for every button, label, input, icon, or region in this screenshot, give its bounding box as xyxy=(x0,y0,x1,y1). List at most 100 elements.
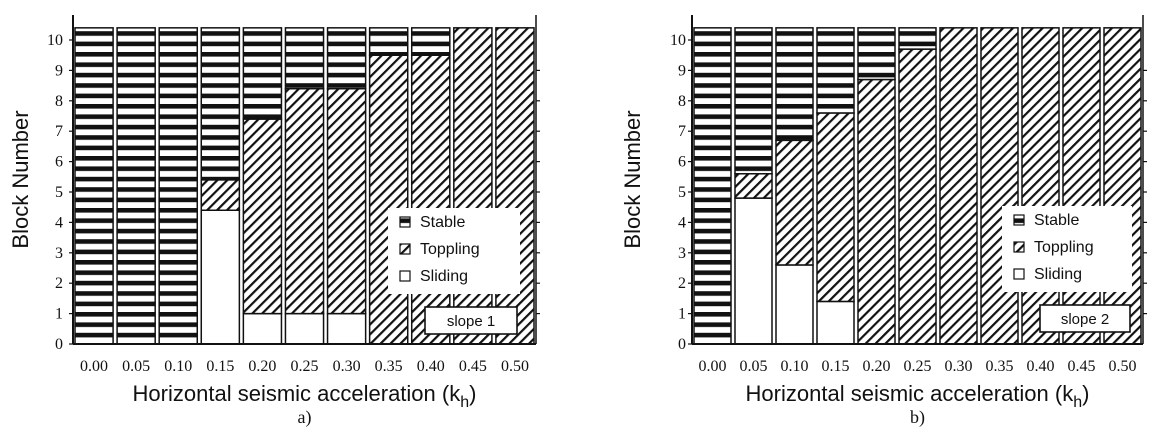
y-tick-label: 6 xyxy=(55,154,63,171)
bar-0.40 xyxy=(1021,27,1060,345)
y-tick-label: 8 xyxy=(55,93,63,110)
x-axis-title-main: Horizontal seismic acceleration (k xyxy=(133,381,462,406)
legend: Stable Toppling Sliding xyxy=(388,208,520,294)
x-tick-label: 0.25 xyxy=(904,358,932,375)
toppling-segment xyxy=(734,173,773,199)
bar-0.05 xyxy=(116,27,156,345)
x-tick-label: 0.05 xyxy=(122,358,150,375)
x-axis-title: Horizontal seismic acceleration (kh) xyxy=(133,381,477,411)
x-axis-title-subscript: h xyxy=(1073,394,1082,411)
chart-panel-b: 0 1 2 3 4 5 6 7 8 9 10 0.00 0.05 0.10 0.15 0.20 0.25 0.30… xyxy=(620,15,1147,428)
bar-0.45 xyxy=(453,27,493,345)
x-tick-label: 0.50 xyxy=(1109,358,1137,375)
sliding-segment xyxy=(734,197,773,345)
stable-segment xyxy=(242,27,283,120)
sliding-segment xyxy=(284,312,325,345)
stable-segment xyxy=(368,27,409,56)
x-tick-label: 0.05 xyxy=(740,358,768,375)
x-tick-label: 0.40 xyxy=(417,358,445,375)
toppling-segment xyxy=(1062,27,1101,345)
y-tick-label: 2 xyxy=(55,275,63,292)
bar-0.15 xyxy=(816,27,855,345)
toppling-segment xyxy=(898,48,937,345)
bar-0.20 xyxy=(857,27,896,345)
toppling-segment xyxy=(816,112,855,303)
bar-0.35 xyxy=(368,27,409,345)
slope-annotation-box xyxy=(1039,304,1131,333)
y-tick-label: 9 xyxy=(55,62,63,79)
legend-swatch-toppling xyxy=(1013,241,1025,253)
stable-segment xyxy=(898,27,937,50)
bar-0.40 xyxy=(410,27,451,345)
y-tick-label: 0 xyxy=(55,336,63,353)
x-tick-label: 0.40 xyxy=(1027,358,1055,375)
bar-0.50 xyxy=(495,27,535,345)
sliding-segment xyxy=(326,312,367,345)
legend-label-stable: Stable xyxy=(420,214,465,231)
bar-0.25 xyxy=(898,27,937,345)
y-tick-label: 1 xyxy=(678,306,686,323)
y-tick-label: 0 xyxy=(678,336,686,353)
stable-segment xyxy=(116,27,156,345)
toppling-segment xyxy=(1103,27,1142,345)
x-tick-label: 0.35 xyxy=(986,358,1014,375)
stable-segment xyxy=(74,27,114,345)
legend-label-sliding: Sliding xyxy=(1034,266,1082,283)
bar-0.10 xyxy=(775,27,814,345)
y-tick-label: 5 xyxy=(55,184,63,201)
slope-annotation: slope 1 xyxy=(447,313,495,330)
stable-segment xyxy=(200,27,241,181)
legend-label-sliding: Sliding xyxy=(420,268,468,285)
stable-segment xyxy=(326,27,367,90)
bar-0.30 xyxy=(326,27,367,345)
stable-segment xyxy=(816,27,855,114)
y-axis-title: Block Number xyxy=(8,110,33,248)
legend-swatch-sliding xyxy=(399,270,411,282)
x-axis-title: Horizontal seismic acceleration (kh) xyxy=(746,381,1090,411)
y-tick-label: 4 xyxy=(678,214,686,231)
legend-swatch-sliding xyxy=(1013,268,1025,280)
bar-0.20 xyxy=(242,27,283,345)
y-axis-title: Block Number xyxy=(620,110,645,248)
x-tick-label: 0.45 xyxy=(459,358,487,375)
chart-panel-a: 0 1 2 3 4 5 6 7 8 9 10 0.00 0.05 0.10 0.15 0.20 0.25 0.30… xyxy=(8,15,540,428)
y-tick-label: 1 xyxy=(55,306,63,323)
x-tick-label: 0.00 xyxy=(80,358,108,375)
y-tick-label: 5 xyxy=(678,184,686,201)
x-tick-label: 0.10 xyxy=(164,358,192,375)
legend-label-stable: Stable xyxy=(1034,212,1079,229)
stable-segment xyxy=(857,27,896,81)
stable-segment xyxy=(284,27,325,90)
legend-swatch-toppling xyxy=(399,243,411,255)
x-tick-label: 0.20 xyxy=(863,358,891,375)
x-tick-label: 0.45 xyxy=(1068,358,1096,375)
sliding-segment xyxy=(816,300,855,345)
x-tick-label: 0.25 xyxy=(291,358,319,375)
x-axis-title-close: ) xyxy=(469,381,476,406)
stable-segment xyxy=(775,27,814,142)
x-tick-label: 0.30 xyxy=(333,358,361,375)
bar-0.00 xyxy=(74,27,114,345)
toppling-segment xyxy=(326,87,367,315)
stable-segment xyxy=(410,27,451,56)
y-tick-label: 9 xyxy=(678,62,686,79)
x-tick-label: 0.35 xyxy=(375,358,403,375)
sliding-segment xyxy=(775,264,814,345)
panel-label: b) xyxy=(910,407,925,428)
bar-0.50 xyxy=(1103,27,1142,345)
panel-label: a) xyxy=(298,407,312,428)
y-tick-label: 2 xyxy=(678,275,686,292)
bar-0.10 xyxy=(158,27,199,345)
y-tick-label: 7 xyxy=(55,123,63,140)
x-axis-title-main: Horizontal seismic acceleration (k xyxy=(746,381,1075,406)
legend-swatch-stable xyxy=(399,216,411,228)
y-tick-label: 4 xyxy=(55,214,63,231)
bar-0.15 xyxy=(200,27,241,345)
toppling-segment xyxy=(368,54,409,345)
legend: Stable Toppling Sliding xyxy=(1002,206,1132,292)
toppling-segment xyxy=(857,78,896,345)
x-tick-label: 0.20 xyxy=(248,358,276,375)
x-tick-label: 0.15 xyxy=(822,358,850,375)
stable-segment xyxy=(734,27,773,175)
